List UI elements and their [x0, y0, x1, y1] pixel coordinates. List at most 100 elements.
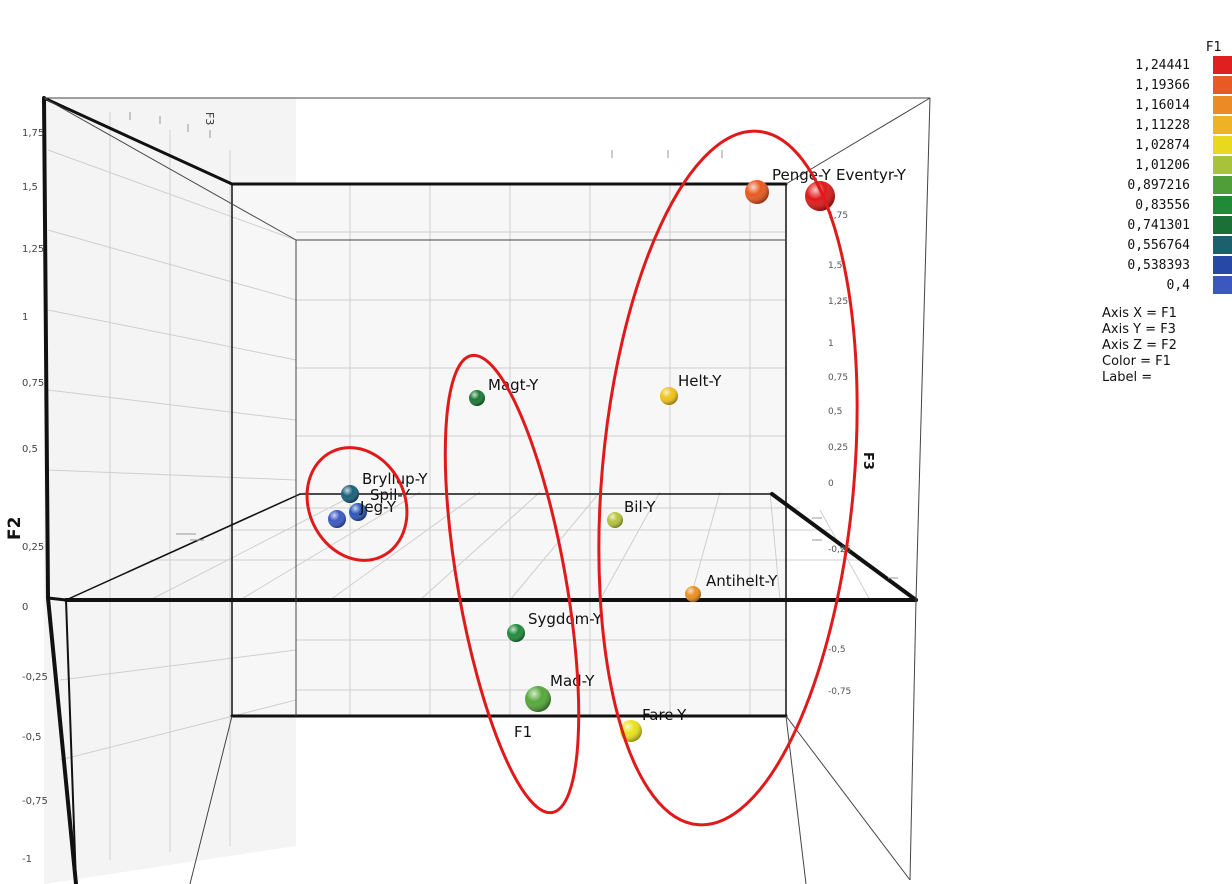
legend-value: 1,01206 [1135, 157, 1190, 173]
tick-marks [129, 112, 898, 579]
legend-swatch [1213, 136, 1232, 154]
legend-swatch [1213, 156, 1232, 174]
ellipse-right [597, 129, 859, 827]
axis-info-color: Color = F1 [1102, 354, 1171, 369]
grid-lines [47, 112, 871, 860]
z-tick-left: -0,5 [22, 732, 42, 743]
point-label-bryllup-y: Bryllup-Y [362, 470, 428, 488]
legend-swatch [1213, 56, 1232, 74]
z-tick-left: 0,5 [22, 444, 38, 455]
legend-entry: 0,897216 [1098, 176, 1190, 194]
z-tick-left: -1 [22, 854, 32, 865]
legend-entry: 0,741301 [1098, 216, 1190, 234]
z-tick-left: -0,75 [22, 796, 48, 807]
legend-entry: 1,19366 [1098, 76, 1190, 94]
legend-swatch [1213, 196, 1232, 214]
legend-title: F1 [1206, 40, 1222, 55]
point-shading-helt-y [660, 387, 678, 405]
z-tick-right: -0,75 [828, 687, 851, 697]
legend-entry: 1,01206 [1098, 156, 1190, 174]
point-shading-sygdom-y [507, 624, 525, 642]
point-shading-magt-y [469, 390, 485, 406]
axis-info-y: Axis Y = F3 [1102, 322, 1176, 337]
axis-info: Axis X = F1 Axis Y = F3 Axis Z = F2 Colo… [1102, 306, 1177, 386]
legend-value: 1,16014 [1135, 97, 1190, 113]
z-tick-right: -0,25 [828, 545, 851, 555]
z-tick-right: 0,75 [828, 373, 848, 383]
point-label-helt-y: Helt-Y [678, 372, 722, 390]
box-frame [42, 96, 918, 884]
z-tick-right: -0,5 [828, 645, 846, 655]
point-label-magt-y: Magt-Y [488, 376, 539, 394]
point-label-eventyr-y: Eventyr-Y [836, 166, 907, 184]
ellipse-middle [443, 353, 581, 815]
legend-entry: 1,02874 [1098, 136, 1190, 154]
z-axis-ticks: 1,75 1,75 1,5 1,5 1,25 1,25 1 1 0,75 0,75 0,5 0,5 0,… [22, 128, 851, 865]
point-shading-eventyr-y [805, 181, 835, 211]
axis-title-f2: F2 [5, 517, 25, 540]
point-label-spil-y: Spil-Y [370, 486, 411, 504]
z-tick-right: 0 [828, 479, 834, 489]
legend-entry: 0,4 [1098, 276, 1190, 294]
point-shading-antihelt-y [685, 586, 701, 602]
legend-swatch [1213, 276, 1232, 294]
z-tick-left: 1,75 [22, 128, 44, 139]
legend-value: 1,24441 [1135, 57, 1190, 73]
z-tick-right: 1,25 [828, 297, 848, 307]
point-label-antihelt-y: Antihelt-Y [706, 572, 778, 590]
z-tick-right: 0,5 [828, 407, 842, 417]
legend-swatch [1213, 96, 1232, 114]
legend-entry: 0,83556 [1098, 196, 1190, 214]
z-tick-right: 1,5 [828, 261, 842, 271]
legend-entry: 1,24441 [1098, 56, 1190, 74]
legend-swatch [1213, 216, 1232, 234]
z-tick-left: 0 [22, 602, 28, 613]
point-label-mad-y: Mad-Y [550, 672, 595, 690]
point-label-sygdom-y: Sygdom-Y [528, 610, 603, 628]
legend-value: 1,11228 [1135, 117, 1190, 133]
z-tick-right: 0,25 [828, 443, 848, 453]
z-tick-left: 1,5 [22, 182, 38, 193]
point-shading-jeg-y [328, 510, 346, 528]
ellipse-left [305, 446, 409, 562]
point-label-jeg-y: Jeg-Y [359, 498, 397, 516]
legend-value: 1,02874 [1135, 137, 1190, 153]
z-tick-left: 1,25 [22, 244, 44, 255]
point-label-fare-y: Fare-Y [642, 706, 687, 724]
z-tick-left: 1 [22, 312, 28, 323]
legend-value: 0,741301 [1127, 217, 1190, 233]
legend-swatch [1213, 236, 1232, 254]
point-shading-bryllup-y [341, 485, 359, 503]
axis-info-z: Axis Z = F2 [1102, 338, 1177, 353]
legend-swatch [1213, 256, 1232, 274]
legend-value: 1,19366 [1135, 77, 1190, 93]
z-tick-left: 0,75 [22, 378, 44, 389]
legend-value: 0,556764 [1127, 237, 1190, 253]
legend-swatch [1213, 116, 1232, 134]
legend-swatch [1213, 176, 1232, 194]
legend-entry: 1,11228 [1098, 116, 1190, 134]
annotation-ellipses [305, 129, 859, 827]
legend-entry: 0,538393 [1098, 256, 1190, 274]
point-shading-mad-y [525, 686, 551, 712]
z-tick-right: 1 [828, 339, 834, 349]
legend-entry: 0,556764 [1098, 236, 1190, 254]
legend-swatch [1213, 76, 1232, 94]
axis-title-f3-top: F3 [203, 112, 216, 125]
legend-value: 0,83556 [1135, 197, 1190, 213]
legend-value: 0,4 [1166, 277, 1190, 293]
legend-value: 0,897216 [1127, 177, 1190, 193]
axis-title-f3: F3 [860, 452, 875, 470]
point-shading-penge-y [745, 180, 769, 204]
box-panels [44, 98, 786, 884]
z-tick-left: -0,25 [22, 672, 48, 683]
point-shading-spil-y [349, 503, 367, 521]
axis-info-x: Axis X = F1 [1102, 306, 1177, 321]
legend-value: 0,538393 [1127, 257, 1190, 273]
axis-title-f1: F1 [514, 723, 532, 741]
z-tick-right: 1,75 [828, 211, 848, 221]
legend-entry: 1,16014 [1098, 96, 1190, 114]
axis-info-label: Label = [1102, 370, 1153, 385]
